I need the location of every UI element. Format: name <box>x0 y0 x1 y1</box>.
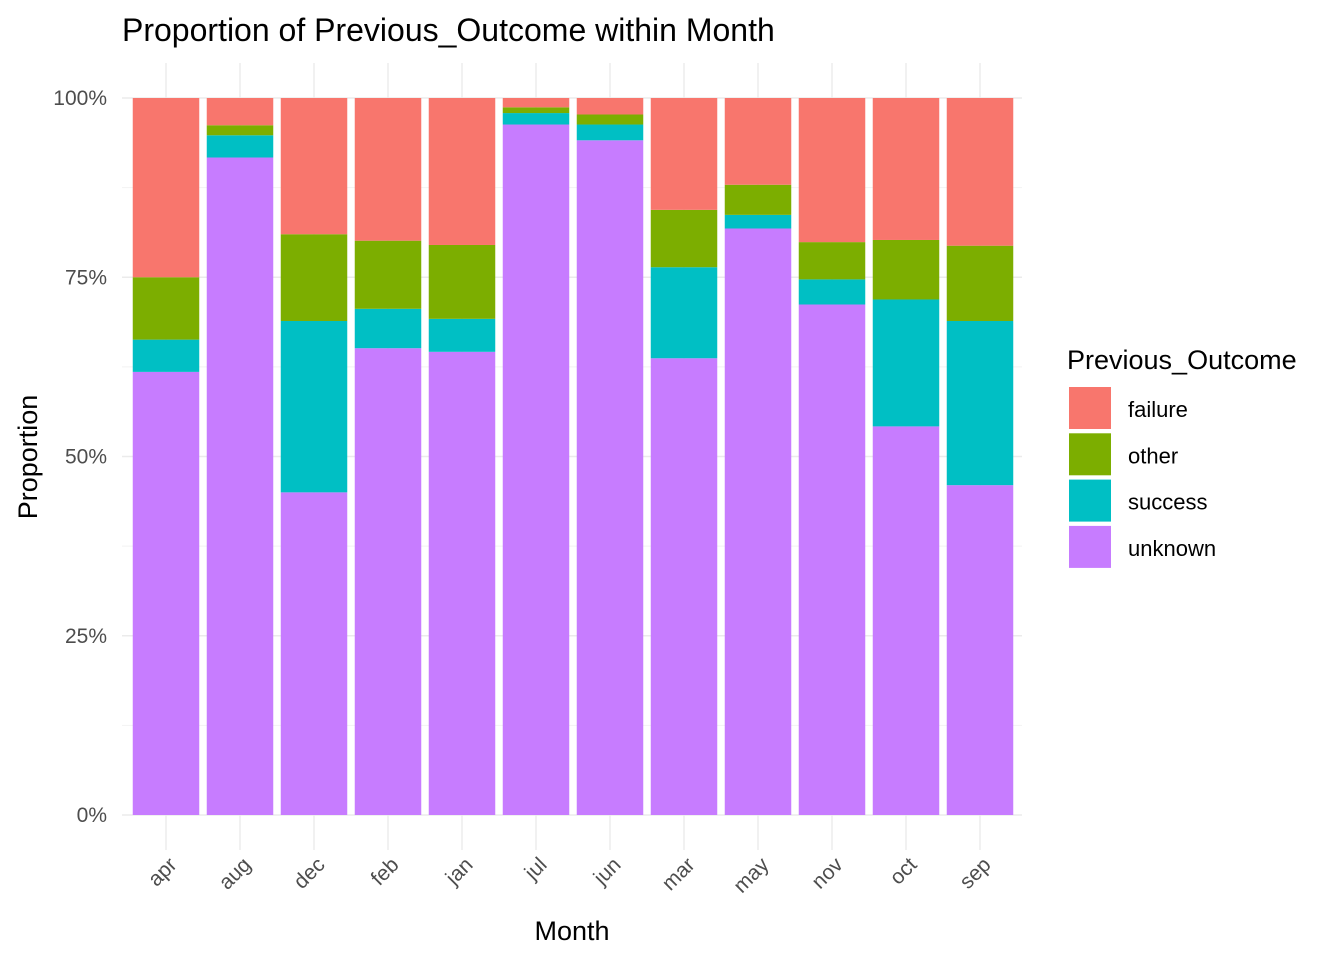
y-tick-label: 25% <box>65 625 107 648</box>
x-tick-label-dec: dec <box>289 853 329 893</box>
y-tick-label: 50% <box>65 446 107 469</box>
bar-dec-success <box>280 320 348 493</box>
legend-swatch-unknown <box>1069 525 1111 568</box>
bar-aug-unknown <box>206 157 274 816</box>
bar-oct-unknown <box>872 426 940 815</box>
y-tick-label: 75% <box>65 266 107 289</box>
bar-mar-other <box>650 209 718 268</box>
legend-label-success: success <box>1128 490 1207 515</box>
bar-apr-success <box>132 339 200 372</box>
legend-label-failure: failure <box>1128 397 1188 422</box>
x-tick-label-jan: jan <box>441 853 478 890</box>
bar-jan-failure <box>428 98 496 245</box>
x-tick-label-jun: jun <box>589 853 626 890</box>
bar-jun-unknown <box>576 140 644 816</box>
bar-jan-other <box>428 244 496 319</box>
bar-sep-unknown <box>946 485 1014 815</box>
bar-jan-success <box>428 318 496 352</box>
bar-nov-unknown <box>798 304 866 815</box>
x-tick-label-oct: oct <box>885 853 921 889</box>
x-tick-label-apr: apr <box>144 853 182 891</box>
bar-jun-other <box>576 114 644 125</box>
bar-may-failure <box>724 98 792 185</box>
legend-swatch-other <box>1069 433 1111 476</box>
bar-apr-failure <box>132 98 200 278</box>
bar-jul-success <box>502 113 570 125</box>
bar-sep-success <box>946 320 1014 486</box>
x-tick-label-may: may <box>729 853 774 898</box>
chart-title: Proportion of Previous_Outcome within Mo… <box>122 12 775 48</box>
x-tick-label-nov: nov <box>807 853 848 894</box>
bar-dec-unknown <box>280 492 348 815</box>
bar-apr-other <box>132 277 200 340</box>
bar-mar-unknown <box>650 358 718 815</box>
y-axis-title: Proportion <box>13 395 43 520</box>
bar-jan-unknown <box>428 351 496 815</box>
bar-oct-failure <box>872 98 940 240</box>
bar-feb-failure <box>354 98 422 241</box>
bar-may-success <box>724 214 792 229</box>
bar-sep-failure <box>946 98 1014 246</box>
x-tick-label-sep: sep <box>955 853 995 893</box>
x-tick-label-jul: jul <box>520 853 552 885</box>
legend-swatch-failure <box>1069 387 1111 429</box>
y-tick-label: 0% <box>77 804 107 827</box>
bar-feb-unknown <box>354 348 422 815</box>
bar-apr-unknown <box>132 371 200 815</box>
bar-oct-other <box>872 239 940 300</box>
x-axis-title: Month <box>534 916 609 946</box>
bar-dec-other <box>280 234 348 321</box>
bar-dec-failure <box>280 98 348 235</box>
bar-aug-failure <box>206 98 274 126</box>
bar-jul-failure <box>502 98 570 108</box>
bar-feb-success <box>354 308 422 349</box>
bar-may-unknown <box>724 228 792 815</box>
legend-label-other: other <box>1128 443 1178 468</box>
x-axis-ticks: apr aug dec feb jan jul jun mar may nov oct sep <box>144 853 996 898</box>
bar-aug-other <box>206 125 274 136</box>
y-axis-ticks: 0% 25% 50% 75% 100% <box>53 87 107 827</box>
bar-nov-success <box>798 279 866 305</box>
bar-jun-failure <box>576 98 644 115</box>
bar-jul-other <box>502 107 570 114</box>
bar-feb-other <box>354 240 422 309</box>
bar-jun-success <box>576 124 644 141</box>
x-tick-label-mar: mar <box>658 853 700 895</box>
bar-aug-success <box>206 135 274 158</box>
bars <box>132 98 1014 816</box>
bar-mar-failure <box>650 98 718 210</box>
legend-title: Previous_Outcome <box>1067 345 1297 375</box>
bar-may-other <box>724 184 792 215</box>
bar-nov-other <box>798 242 866 280</box>
bar-oct-success <box>872 299 940 427</box>
legend: Previous_Outcome failure other success unkn… <box>1067 345 1297 568</box>
x-tick-label-feb: feb <box>367 853 404 890</box>
bar-mar-success <box>650 267 718 359</box>
bar-nov-failure <box>798 98 866 243</box>
x-tick-label-aug: aug <box>214 853 255 894</box>
bar-jul-unknown <box>502 124 570 816</box>
legend-swatch-success <box>1069 479 1111 522</box>
legend-label-unknown: unknown <box>1128 536 1216 561</box>
bar-sep-other <box>946 245 1014 321</box>
y-tick-label: 100% <box>53 87 107 110</box>
